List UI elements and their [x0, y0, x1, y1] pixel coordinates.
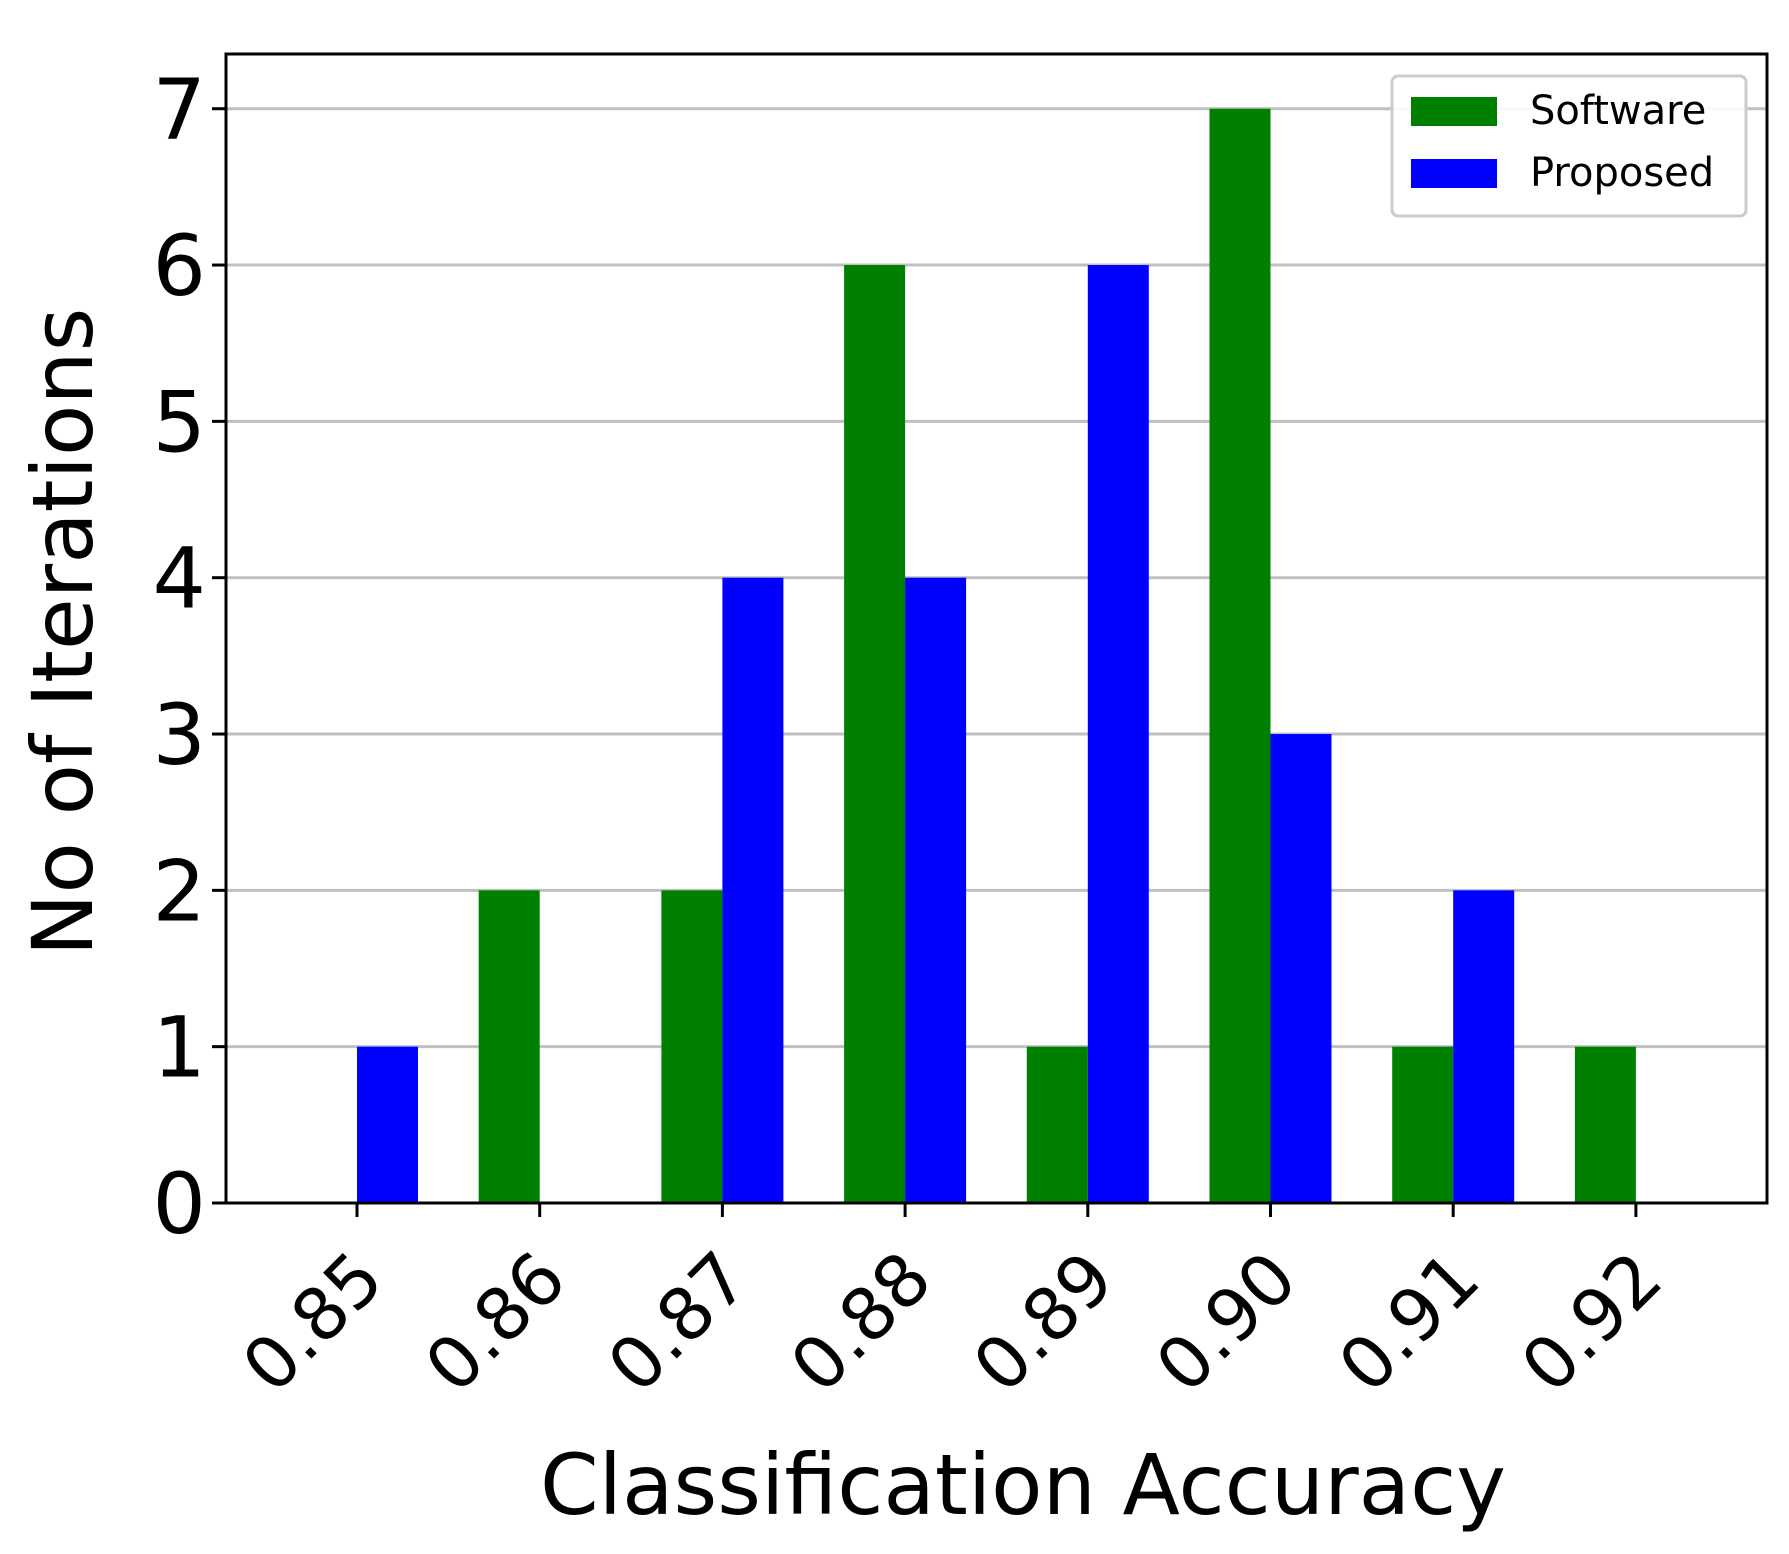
x-tick-label: 0.86: [409, 1236, 582, 1409]
bar-proposed-0.87: [722, 577, 784, 1203]
y-tick-label: 5: [153, 373, 206, 471]
y-tick-label: 4: [153, 530, 206, 628]
bar-proposed-0.88: [905, 577, 967, 1203]
bar-software-0.88: [844, 265, 906, 1204]
y-tick-label: 7: [153, 61, 206, 159]
y-tick-label: 6: [153, 217, 206, 315]
x-axis-ticks: 0.85 0.86 0.87 0.88 0.89 0.90 0.91 0.92: [226, 1203, 1678, 1408]
y-tick-label: 3: [153, 686, 206, 784]
x-tick-label: 0.87: [592, 1236, 765, 1409]
legend-swatch-software: [1411, 97, 1497, 126]
bar-proposed-0.89: [1087, 265, 1149, 1204]
y-tick-label: 2: [153, 842, 206, 940]
bar-software-0.86: [478, 890, 540, 1203]
bar-software-0.87: [661, 890, 723, 1203]
bar-software-0.90: [1209, 108, 1271, 1204]
x-tick-label: 0.85: [226, 1236, 399, 1409]
plot-frame: [224, 52, 1769, 1205]
bar-software-0.89: [1026, 1046, 1088, 1203]
x-tick-label: 0.89: [957, 1236, 1130, 1409]
y-axis-ticks: 0 1 2 3 4 5 6 7: [153, 61, 226, 1253]
y-tick-label: 1: [153, 999, 206, 1097]
x-axis-label: Classification Accuracy: [540, 1436, 1506, 1534]
x-tick-label: 0.92: [1505, 1236, 1678, 1409]
legend: Software Proposed: [1390, 74, 1748, 218]
y-tick-label: 0: [153, 1155, 206, 1253]
y-axis-label: No of Iterations: [14, 308, 112, 957]
x-tick-label: 0.91: [1322, 1236, 1495, 1409]
bar-proposed-0.85: [357, 1046, 418, 1203]
gridlines: [226, 107, 1767, 1205]
x-tick-label: 0.88: [774, 1236, 947, 1409]
bar-software-0.91: [1392, 1046, 1454, 1203]
bars: [357, 108, 1636, 1204]
bar-proposed-0.90: [1270, 734, 1332, 1203]
bar-software-0.92: [1574, 1046, 1636, 1203]
bar-proposed-0.91: [1453, 890, 1515, 1203]
legend-label-proposed: Proposed: [1530, 150, 1714, 196]
legend-label-software: Software: [1530, 88, 1706, 134]
x-tick-label: 0.90: [1140, 1236, 1313, 1409]
legend-swatch-proposed: [1411, 159, 1497, 188]
